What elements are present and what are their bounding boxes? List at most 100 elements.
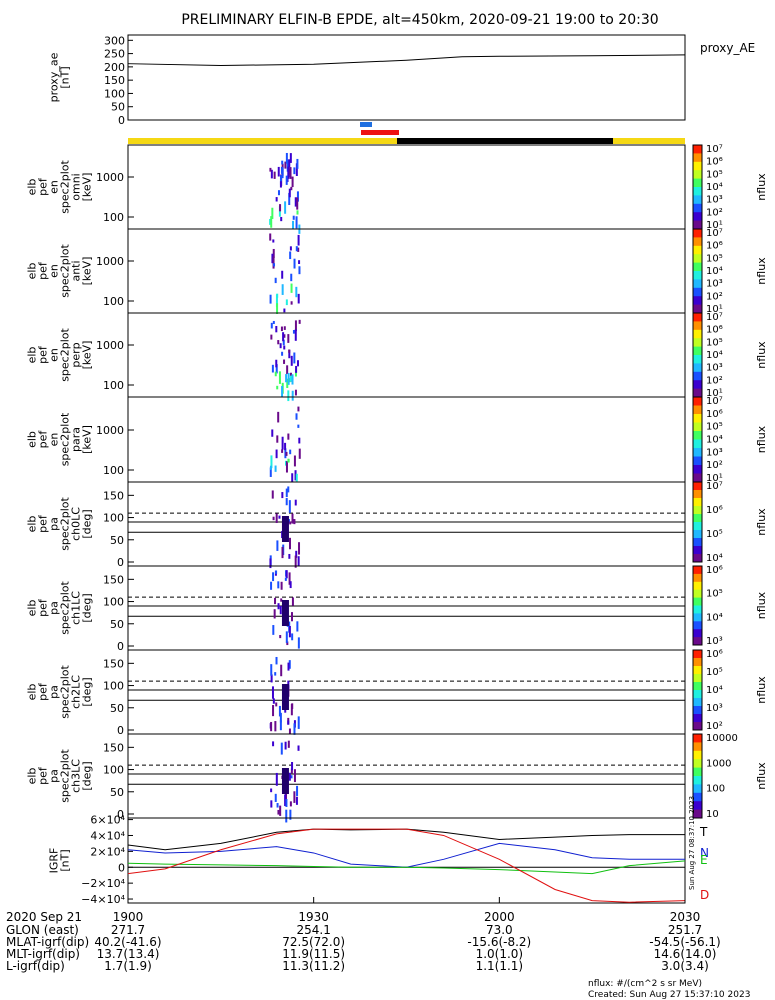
colorbar-step-ch0LC xyxy=(693,498,702,507)
colorbar-step-anti xyxy=(693,287,702,297)
xaxis-row-value: 73.0 xyxy=(486,923,513,937)
spec-cell-ch3LC xyxy=(289,809,292,820)
spec-cell-omni xyxy=(292,220,295,229)
spec-cell-ch2LC xyxy=(275,656,278,665)
xaxis-row-label: GLON (east) xyxy=(6,923,79,937)
colorbar-step-anti xyxy=(693,262,702,272)
spec-cell-omni xyxy=(291,176,294,188)
spec-cell-anti xyxy=(293,258,296,269)
ytick-label-ch3LC: 100 xyxy=(103,764,124,777)
spec-cell-omni xyxy=(290,186,293,191)
spec-cell-para xyxy=(287,433,290,440)
xaxis-row-value: 1.7(1.9) xyxy=(104,959,152,973)
spec-cell-perp xyxy=(279,343,282,349)
colorbar-step-perp xyxy=(693,380,702,390)
colorbar-step-omni xyxy=(693,145,702,154)
colorbar-step-perp xyxy=(693,338,702,348)
spec-cell-ch1LC xyxy=(296,621,299,632)
spec-cell-ch0LC xyxy=(269,558,272,569)
colorbar-step-para xyxy=(693,465,702,474)
spec-cell-omni xyxy=(275,197,278,202)
spec-cell-ch1LC xyxy=(272,572,275,582)
ytick-label-ch2LC: 150 xyxy=(103,657,124,670)
ylabel-line-ch2LC: spec2plot xyxy=(59,665,72,719)
series-proxy-ae xyxy=(127,54,686,67)
spec-cell-anti xyxy=(298,266,301,275)
eclipse-bar-black xyxy=(397,138,613,144)
colorbar-step-perp xyxy=(693,346,702,356)
panel-ch2LC: 0 50 100 150 xyxy=(103,649,686,737)
ylabel-line-proxy_ae: proxy_ae xyxy=(48,52,61,102)
colorbar-step-anti xyxy=(693,245,702,255)
xaxis-row-value: 251.7 xyxy=(668,923,702,937)
spec-cell-perp xyxy=(294,389,297,396)
colorbar-step-omni xyxy=(693,220,702,230)
ytick-label-ch3LC: 50 xyxy=(110,786,124,799)
ylabel-line-omni: elb xyxy=(26,179,39,196)
ytick-label-proxy-ae: 150 xyxy=(104,74,125,87)
ytick-label-igrf: 2×10⁴ xyxy=(90,845,125,858)
spec-cell-omni xyxy=(288,192,291,206)
spec-cell-perp xyxy=(293,352,296,364)
ytick-label-ch2LC: 100 xyxy=(103,680,124,693)
colorbar-label-anti: 10⁶ xyxy=(706,241,723,252)
colorbar-step-perp xyxy=(693,363,702,373)
spec-cell-anti xyxy=(290,301,293,305)
spec-cell-omni xyxy=(295,216,298,229)
ylabel-line-para: pef xyxy=(37,430,50,449)
spec-cell-perp xyxy=(275,325,278,333)
xtick-label: 2030 xyxy=(670,910,701,924)
spec-cell-anti xyxy=(272,248,275,258)
ylabel-line-anti: spec2plot xyxy=(59,244,72,298)
colorbar-step-para xyxy=(693,431,702,440)
colorbar-step-ch1LC xyxy=(693,597,702,606)
colorbar-label-anti: 10⁷ xyxy=(706,228,723,239)
ylabel-line-ch1LC: elb xyxy=(26,600,39,617)
ylabel-line-perp: spec2plot xyxy=(59,328,72,382)
colorbar-label-ch1LC: 10⁵ xyxy=(706,589,723,600)
spec-cell-ch2LC xyxy=(270,674,273,683)
spec-cell-anti xyxy=(272,256,275,269)
legend-igrf-N: N xyxy=(700,846,709,860)
spec-cell-ch0LC xyxy=(288,553,291,559)
spec-cell-anti xyxy=(283,308,286,313)
spec-cell-para xyxy=(295,473,298,482)
ylabel-line-igrf: IGRF xyxy=(48,848,61,874)
colorbar-step-ch1LC xyxy=(693,637,702,646)
xaxis-row-label: L-igrf(dip) xyxy=(6,959,65,973)
spec-cell-ch2LC xyxy=(288,660,291,669)
ytick-label-para: 100 xyxy=(103,464,124,477)
ylabel-line-ch2LC: ch2LC xyxy=(70,675,83,709)
spec-cell-ch1LC xyxy=(280,581,283,590)
spec-cell-para xyxy=(269,467,272,477)
colorbar-step-ch2LC xyxy=(693,666,702,675)
series-igrf-D xyxy=(127,828,686,903)
spec-cell-omni xyxy=(278,206,281,217)
spec-cell-ch1LC xyxy=(297,637,300,649)
spec-cell-ch0LC xyxy=(289,521,292,525)
colorbar-label-ch3LC: 10000 xyxy=(706,733,738,744)
spec-cell-ch0LC xyxy=(287,519,290,524)
colorbar-label-perp: 10⁴ xyxy=(706,350,723,361)
spec-cell-ch2LC xyxy=(280,664,283,677)
ytick-label-ch1LC: 100 xyxy=(103,596,124,609)
spec-cell-ch1LC xyxy=(284,577,287,581)
panel-ch0LC: 0 50 100 150 xyxy=(103,481,686,569)
xaxis-row-value: 40.2(-41.6) xyxy=(94,935,161,949)
spec-cell-perp xyxy=(282,339,285,346)
colorbar-step-ch3LC xyxy=(693,759,702,769)
spec-cell-para xyxy=(297,406,300,412)
spec-cell-omni xyxy=(279,204,282,212)
ytick-label-igrf: 6×10⁴ xyxy=(90,814,125,827)
ytick-label-ch0LC: 100 xyxy=(103,512,124,525)
spec-cell-ch2LC xyxy=(275,702,278,707)
colorbar-label-ch0LC: 10⁷ xyxy=(706,481,723,492)
ylabel-line-perp: perp xyxy=(70,342,83,367)
colorbar-step-omni xyxy=(693,195,702,205)
colorbar-label-perp: 10¹ xyxy=(706,388,723,399)
spec-cell-ch1LC xyxy=(291,633,294,641)
spec-cell-perp xyxy=(276,385,279,390)
